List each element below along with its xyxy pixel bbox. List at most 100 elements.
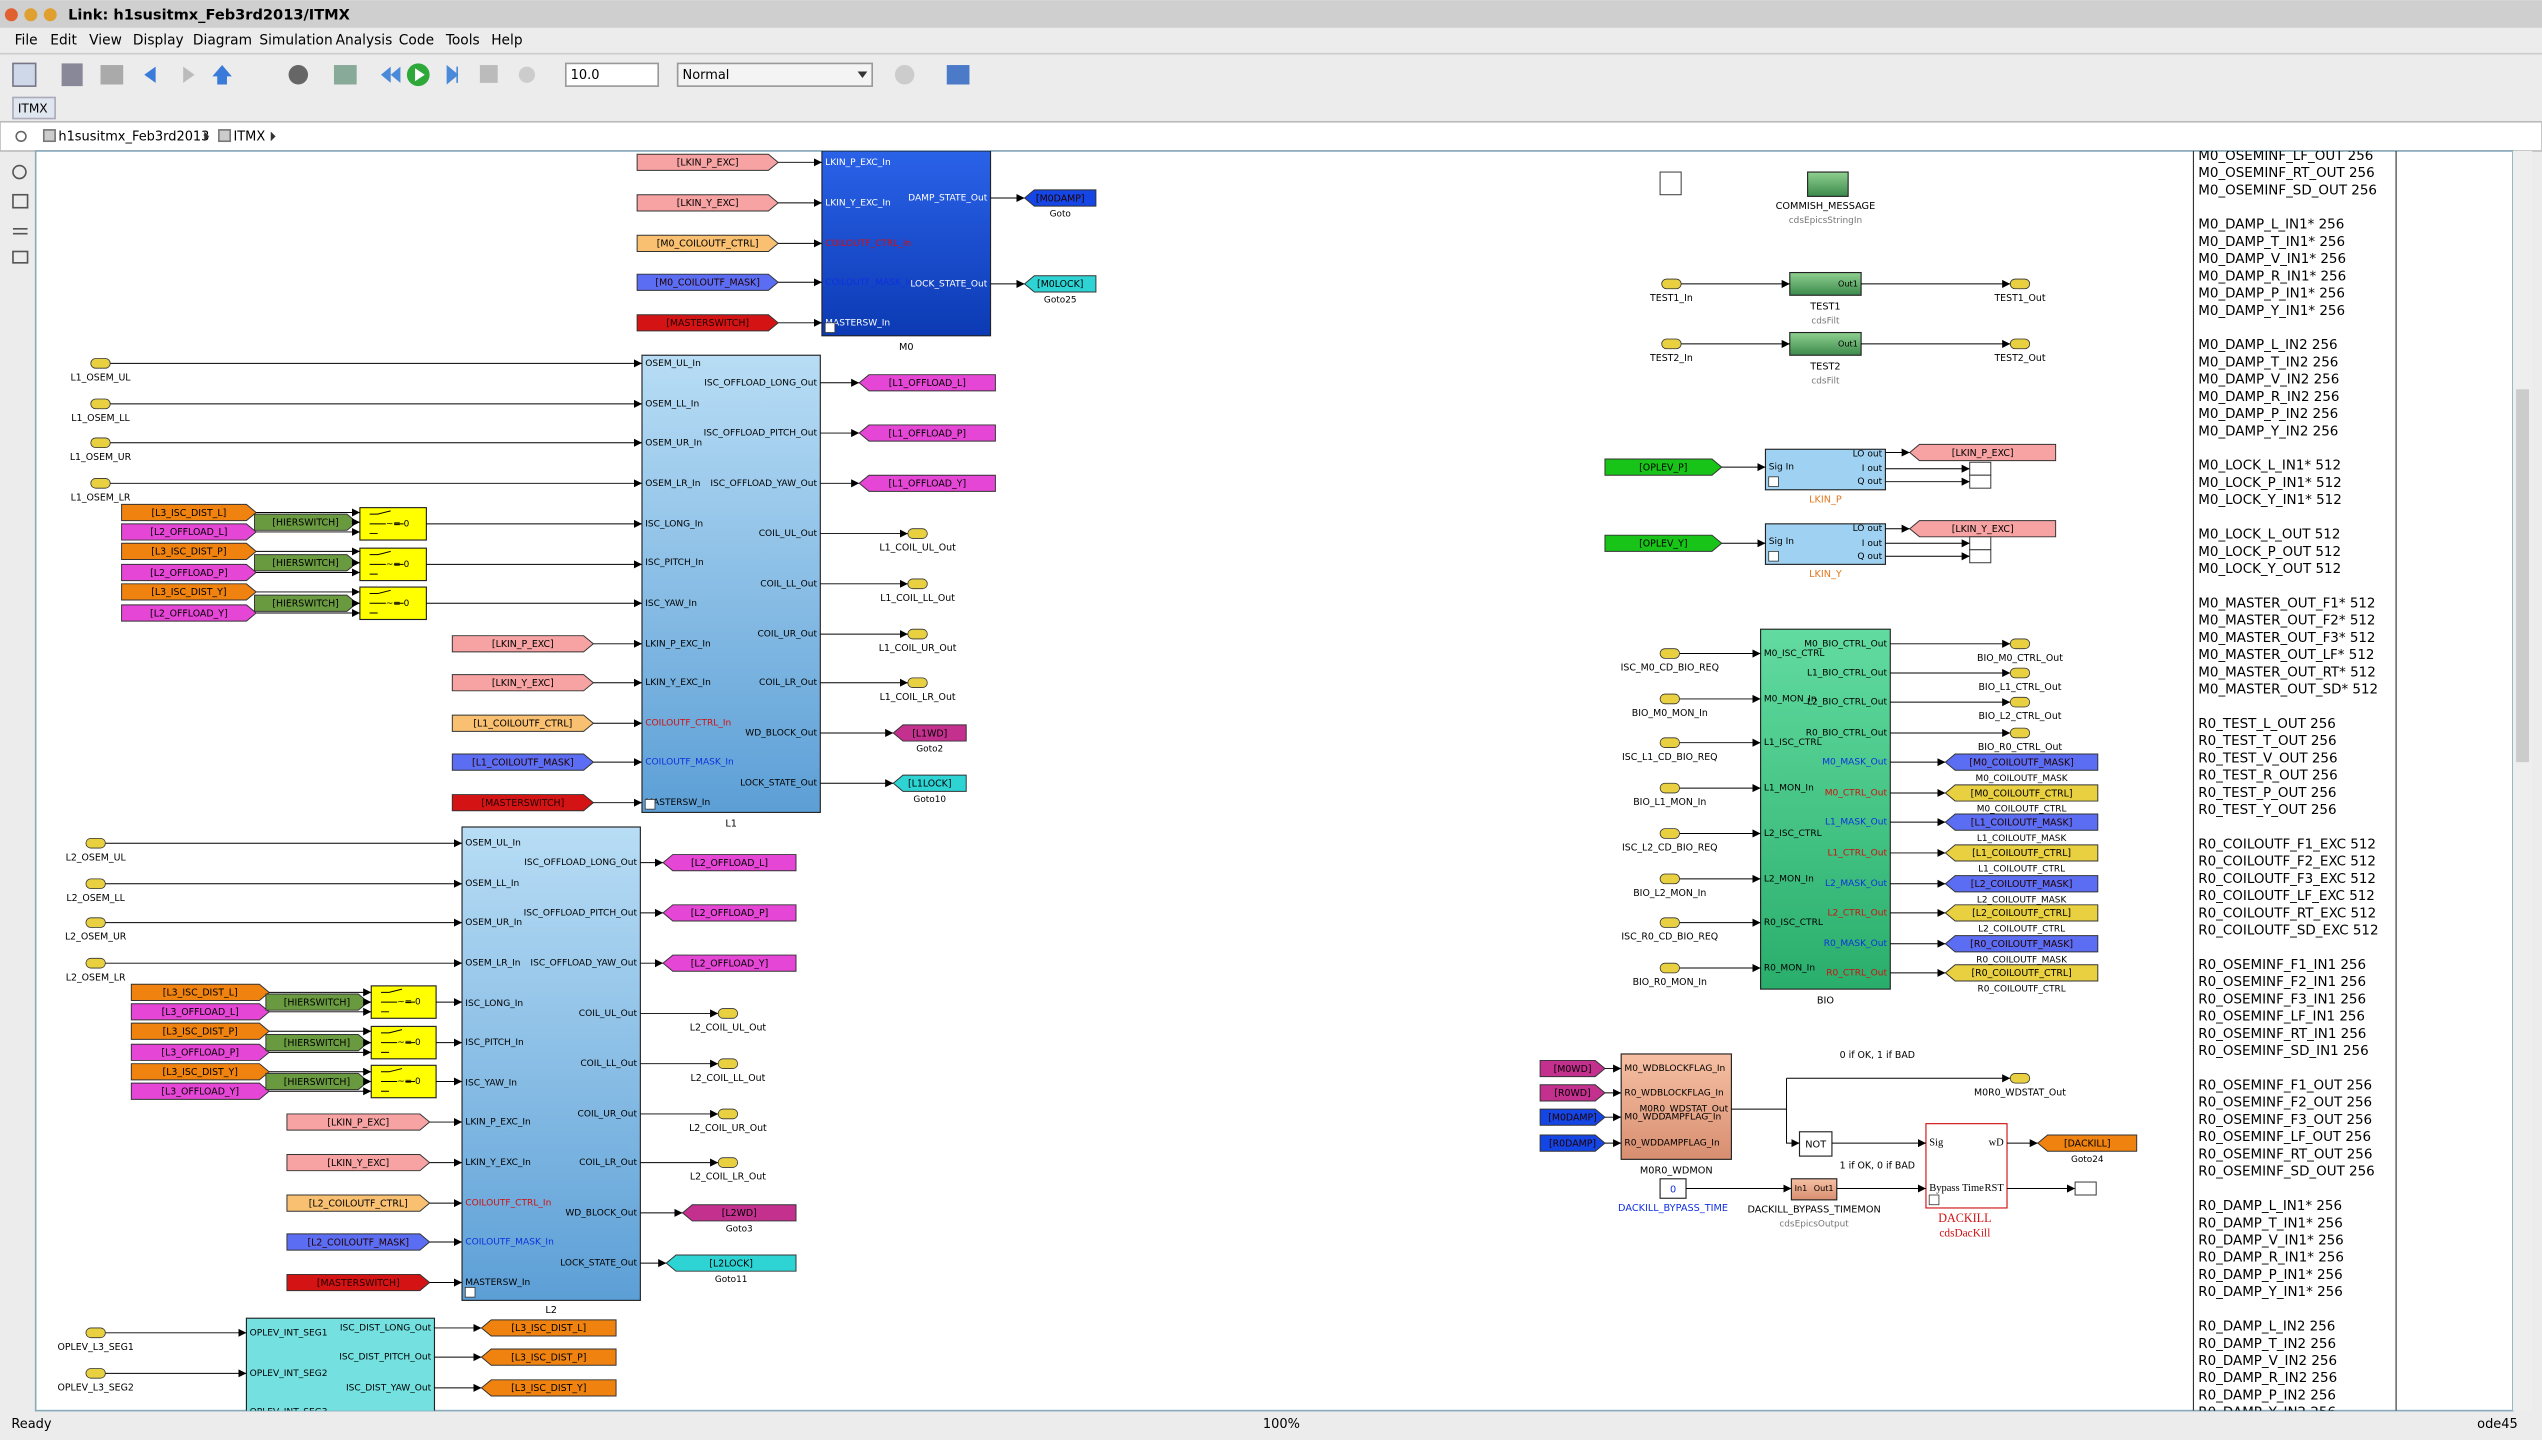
port[interactable] bbox=[907, 628, 928, 640]
goto-tag[interactable] bbox=[858, 474, 996, 492]
arrow-icon[interactable] bbox=[12, 227, 28, 235]
from-tag[interactable] bbox=[286, 1233, 431, 1251]
goto-tag[interactable] bbox=[480, 1379, 617, 1397]
step-forward-icon[interactable] bbox=[446, 64, 459, 85]
menu-item[interactable]: Tools bbox=[445, 33, 480, 49]
goto-tag[interactable] bbox=[665, 1254, 797, 1272]
port[interactable] bbox=[85, 1327, 106, 1339]
from-tag[interactable] bbox=[121, 503, 257, 522]
fit-icon[interactable] bbox=[12, 193, 29, 209]
goto-tag[interactable] bbox=[892, 774, 967, 792]
from-tag[interactable] bbox=[451, 753, 595, 771]
from-tag[interactable] bbox=[286, 1194, 431, 1212]
forward-icon[interactable] bbox=[183, 66, 195, 83]
from-tag[interactable] bbox=[130, 983, 270, 1001]
menu-item[interactable]: Diagram bbox=[193, 33, 252, 49]
library-icon[interactable] bbox=[333, 65, 357, 85]
from-tag[interactable] bbox=[121, 604, 257, 622]
block[interactable] bbox=[1760, 628, 1891, 990]
from-tag[interactable] bbox=[1604, 458, 1723, 476]
print-icon[interactable] bbox=[100, 65, 124, 85]
port[interactable] bbox=[2009, 667, 2031, 679]
breadcrumb-model[interactable]: h1susitmx_Feb3rd2013 bbox=[58, 130, 209, 145]
port[interactable] bbox=[85, 878, 106, 890]
block[interactable] bbox=[821, 150, 992, 337]
menu-item[interactable]: File bbox=[15, 33, 38, 49]
from-tag[interactable] bbox=[1539, 1059, 1606, 1078]
maximize-button[interactable] bbox=[43, 8, 57, 22]
canvas[interactable] bbox=[34, 150, 2514, 1412]
from-tag[interactable] bbox=[1539, 1108, 1606, 1126]
port[interactable] bbox=[90, 398, 111, 410]
port[interactable] bbox=[85, 1368, 106, 1379]
from-tag[interactable] bbox=[451, 635, 595, 653]
port[interactable] bbox=[717, 1157, 739, 1168]
goto-tag[interactable] bbox=[480, 1348, 617, 1366]
back-icon[interactable] bbox=[144, 66, 156, 83]
block[interactable] bbox=[1764, 448, 1886, 491]
from-tag[interactable] bbox=[130, 1003, 270, 1021]
from-tag[interactable] bbox=[286, 1273, 431, 1292]
settings-icon[interactable] bbox=[288, 65, 309, 85]
goto-tag[interactable] bbox=[662, 954, 797, 972]
menu-item[interactable]: Simulation bbox=[259, 33, 332, 49]
from-tag[interactable] bbox=[121, 563, 257, 582]
block[interactable] bbox=[1807, 171, 1849, 197]
goto-tag[interactable] bbox=[1944, 753, 2099, 771]
from-tag[interactable] bbox=[451, 714, 595, 732]
from-tag[interactable] bbox=[130, 1063, 270, 1081]
block[interactable] bbox=[245, 1317, 436, 1431]
from-tag[interactable] bbox=[265, 1072, 369, 1091]
port[interactable] bbox=[1659, 873, 1680, 885]
from-tag[interactable] bbox=[121, 583, 257, 601]
block[interactable] bbox=[1764, 523, 1886, 565]
port[interactable] bbox=[2009, 278, 2031, 290]
port[interactable] bbox=[2009, 727, 2031, 739]
port[interactable] bbox=[1659, 737, 1680, 748]
block[interactable] bbox=[1790, 1178, 1838, 1201]
zoom-icon[interactable] bbox=[12, 164, 27, 180]
from-tag[interactable] bbox=[636, 194, 779, 212]
goto-tag[interactable] bbox=[1944, 875, 2099, 893]
port[interactable] bbox=[90, 358, 111, 369]
port[interactable] bbox=[2009, 338, 2031, 350]
stop-time-input[interactable] bbox=[564, 62, 660, 87]
goto-tag[interactable] bbox=[2037, 1134, 2138, 1152]
new-icon[interactable] bbox=[12, 62, 37, 87]
menu-item[interactable]: Analysis bbox=[336, 33, 393, 49]
port[interactable] bbox=[1659, 648, 1680, 659]
port[interactable] bbox=[2009, 638, 2031, 650]
menu-item[interactable]: View bbox=[89, 33, 122, 49]
port[interactable] bbox=[1661, 278, 1682, 290]
port[interactable] bbox=[1661, 338, 1682, 350]
goto-tag[interactable] bbox=[1944, 935, 2099, 953]
from-tag[interactable] bbox=[451, 674, 595, 692]
from-tag[interactable] bbox=[636, 273, 779, 291]
goto-tag[interactable] bbox=[1944, 813, 2099, 831]
from-tag[interactable] bbox=[1604, 534, 1723, 552]
menu-item[interactable]: Code bbox=[399, 33, 434, 49]
goto-tag[interactable] bbox=[858, 374, 996, 392]
mode-dropdown[interactable] bbox=[676, 62, 874, 87]
goto-tag[interactable] bbox=[1944, 904, 2099, 922]
goto-tag[interactable] bbox=[892, 724, 967, 742]
goto-tag[interactable] bbox=[480, 1319, 617, 1337]
minimize-button[interactable] bbox=[24, 8, 38, 22]
from-tag[interactable] bbox=[265, 993, 369, 1011]
port[interactable] bbox=[1659, 917, 1680, 928]
port[interactable] bbox=[717, 1108, 739, 1120]
port[interactable] bbox=[907, 528, 928, 539]
goto-tag[interactable] bbox=[1944, 964, 2099, 982]
menu-item[interactable]: Help bbox=[491, 33, 522, 49]
menu-item[interactable]: Edit bbox=[50, 33, 77, 49]
model-tab[interactable] bbox=[12, 96, 56, 120]
goto-tag[interactable] bbox=[662, 904, 797, 922]
goto-tag[interactable] bbox=[1023, 189, 1097, 207]
goto-tag[interactable] bbox=[681, 1204, 797, 1222]
port[interactable] bbox=[1659, 828, 1680, 839]
goto-tag[interactable] bbox=[1944, 784, 2099, 802]
breadcrumb-subsystem[interactable]: ITMX bbox=[233, 130, 265, 145]
from-tag[interactable] bbox=[121, 542, 257, 560]
port[interactable] bbox=[907, 677, 928, 688]
from-tag[interactable] bbox=[265, 1034, 369, 1052]
